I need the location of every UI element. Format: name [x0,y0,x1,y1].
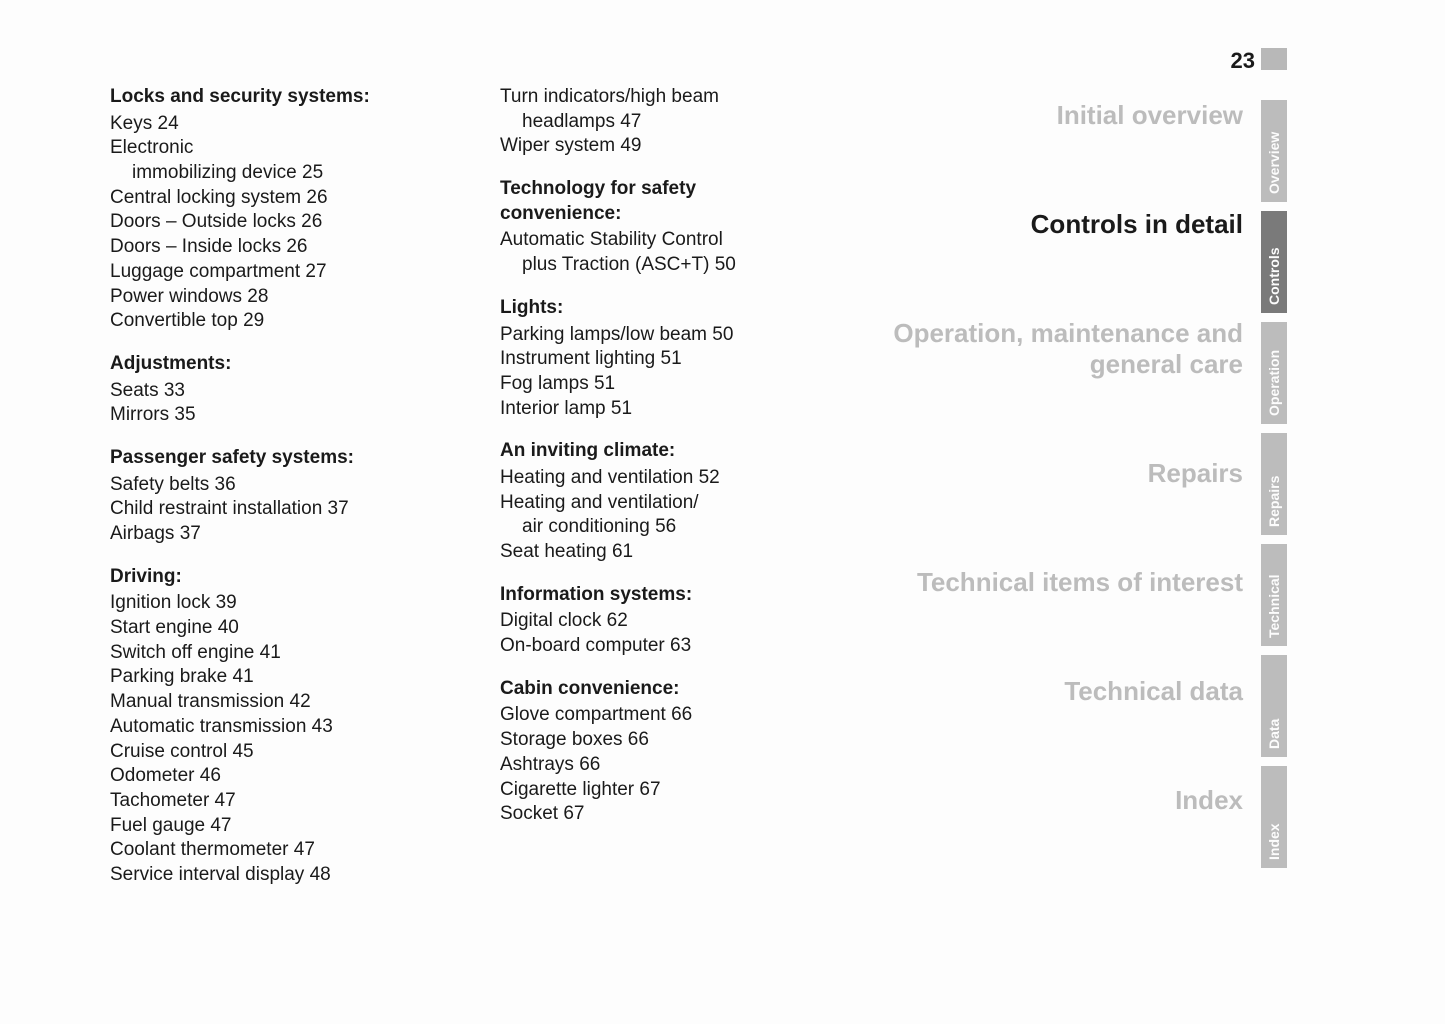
toc-entry[interactable]: Glove compartment 66 [500,703,820,728]
toc-entry[interactable]: Turn indicators/high beam [500,85,820,110]
toc-entry[interactable]: Safety belts 36 [110,473,430,498]
section-heading: Driving: [110,565,430,590]
toc-entry[interactable]: Ashtrays 66 [500,753,820,778]
side-tab[interactable]: Data [1261,655,1287,757]
side-tab[interactable]: Overview [1261,100,1287,202]
chapter-heading[interactable]: Controls in detail [813,209,1243,240]
toc-entry[interactable]: immobilizing device 25 [110,161,430,186]
toc-entry[interactable]: Storage boxes 66 [500,728,820,753]
toc-column: Turn indicators/high beamheadlamps 47Wip… [500,85,820,888]
toc-entry[interactable]: Service interval display 48 [110,863,430,888]
toc-content: Locks and security systems:Keys 24Electr… [110,85,820,888]
toc-entry[interactable]: Child restraint installation 37 [110,497,430,522]
toc-entry[interactable]: Ignition lock 39 [110,591,430,616]
toc-entry[interactable]: Parking brake 41 [110,665,430,690]
toc-entry[interactable]: Airbags 37 [110,522,430,547]
toc-entry[interactable]: Cigarette lighter 67 [500,778,820,803]
page-number: 23 [1231,48,1255,74]
toc-entry[interactable]: Wiper system 49 [500,134,820,159]
toc-entry[interactable]: Parking lamps/low beam 50 [500,323,820,348]
toc-entry[interactable]: Cruise control 45 [110,740,430,765]
chapter-heading[interactable]: Technical data [813,676,1243,707]
section-heading: Adjustments: [110,352,430,377]
toc-entry[interactable]: Seats 33 [110,379,430,404]
section-heading: Locks and security systems: [110,85,430,110]
toc-entry[interactable]: Automatic Stability Control [500,228,820,253]
toc-entry[interactable]: Fuel gauge 47 [110,814,430,839]
toc-entry[interactable]: headlamps 47 [500,110,820,135]
toc-entry[interactable]: Heating and ventilation 52 [500,466,820,491]
toc-entry[interactable]: Tachometer 47 [110,789,430,814]
toc-entry[interactable]: Automatic transmission 43 [110,715,430,740]
section-heading: An inviting climate: [500,439,820,464]
side-tab[interactable]: Repairs [1261,433,1287,535]
chapter-heading[interactable]: Technical items of interest [813,567,1243,598]
chapter-heading[interactable]: Index [813,785,1243,816]
toc-entry[interactable]: Fog lamps 51 [500,372,820,397]
toc-entry[interactable]: Manual transmission 42 [110,690,430,715]
toc-entry[interactable]: Electronic [110,136,430,161]
toc-entry[interactable]: Odometer 46 [110,764,430,789]
toc-entry[interactable]: Heating and ventilation/ [500,491,820,516]
toc-column: Locks and security systems:Keys 24Electr… [110,85,430,888]
toc-entry[interactable]: Doors – Inside locks 26 [110,235,430,260]
chapter-heading[interactable]: Operation, maintenance and general care [813,318,1243,380]
side-tab[interactable]: Technical [1261,544,1287,646]
chapter-heading[interactable]: Initial overview [813,100,1243,131]
chapter-heading[interactable]: Repairs [813,458,1243,489]
side-tab[interactable]: Operation [1261,322,1287,424]
toc-entry[interactable]: Central locking system 26 [110,186,430,211]
side-tabs: Overview Controls Operation Repairs Technica… [1261,100,1287,868]
section-heading: Information systems: [500,583,820,608]
toc-entry[interactable]: plus Traction (ASC+T) 50 [500,253,820,278]
side-tab[interactable]: Controls [1261,211,1287,313]
toc-entry[interactable]: Socket 67 [500,802,820,827]
page-corner-decoration [1261,48,1287,70]
section-heading: Passenger safety systems: [110,446,430,471]
toc-entry[interactable]: Coolant thermometer 47 [110,838,430,863]
side-tab[interactable]: Index [1261,766,1287,868]
toc-entry[interactable]: Interior lamp 51 [500,397,820,422]
toc-entry[interactable]: Power windows 28 [110,285,430,310]
section-heading: Technology for safety convenience: [500,177,820,226]
chapter-list: Initial overview Controls in detail Operat… [813,100,1243,894]
toc-entry[interactable]: Convertible top 29 [110,309,430,334]
toc-entry[interactable]: Instrument lighting 51 [500,347,820,372]
section-heading: Lights: [500,296,820,321]
toc-entry[interactable]: air conditioning 56 [500,515,820,540]
toc-entry[interactable]: Keys 24 [110,112,430,137]
toc-entry[interactable]: Doors – Outside locks 26 [110,210,430,235]
toc-entry[interactable]: Luggage compartment 27 [110,260,430,285]
toc-entry[interactable]: Seat heating 61 [500,540,820,565]
toc-entry[interactable]: On-board computer 63 [500,634,820,659]
toc-entry[interactable]: Start engine 40 [110,616,430,641]
toc-entry[interactable]: Mirrors 35 [110,403,430,428]
section-heading: Cabin convenience: [500,677,820,702]
toc-entry[interactable]: Switch off engine 41 [110,641,430,666]
toc-entry[interactable]: Digital clock 62 [500,609,820,634]
